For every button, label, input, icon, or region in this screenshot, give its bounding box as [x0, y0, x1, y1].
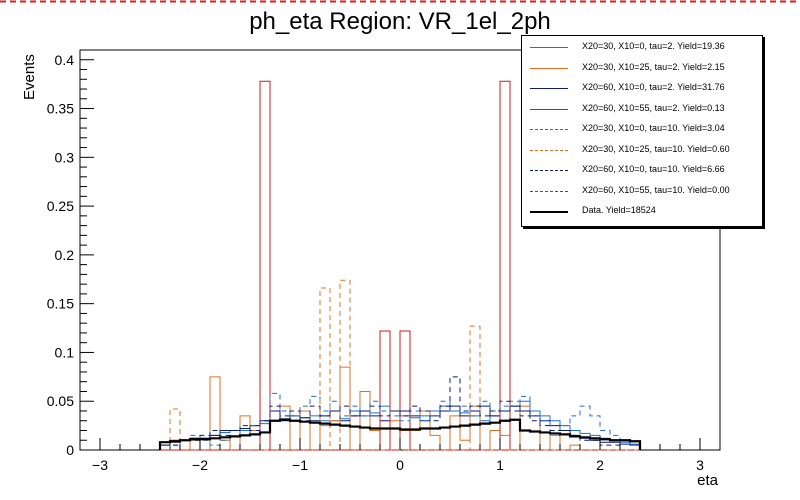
- x-axis-label: eta: [697, 472, 719, 489]
- legend-swatch: [530, 129, 568, 130]
- legend-swatch: [530, 108, 568, 110]
- legend-label: X20=60, X10=0, tau=2. Yield=31.76: [582, 82, 725, 92]
- y-tick-label: 0.3: [55, 149, 75, 165]
- legend-entry: X20=60, X10=55, tau=10. Yield=0.00: [522, 183, 762, 201]
- legend-label: X20=60, X10=55, tau=10. Yield=0.00: [582, 184, 730, 195]
- legend-swatch: [530, 149, 568, 151]
- x-tick-label: −3: [92, 457, 108, 473]
- axis-layer: −3 −2 −1 0 1 2 3 0 0.05 0.1 0.15 0.2 0.25 0.3 0.35 0.4: [47, 52, 721, 473]
- y-tick-label: 0.35: [47, 101, 74, 117]
- legend-label: X20=30, X10=25, tau=10. Yield=0.60: [582, 143, 730, 154]
- legend-swatch: [530, 88, 568, 89]
- legend-swatch: [530, 211, 568, 213]
- y-tick-label: 0.05: [47, 393, 74, 409]
- x-tick-label: 0: [396, 457, 404, 473]
- legend-entry: X20=30, X10=0, tau=10. Yield=3.04: [522, 121, 762, 139]
- x-tick-label: 2: [596, 457, 604, 473]
- x-tick-label: −1: [292, 457, 308, 473]
- y-tick-label: 0.1: [55, 344, 75, 360]
- y-tick-label: 0.2: [55, 247, 75, 263]
- legend-label: X20=30, X10=0, tau=10. Yield=3.04: [582, 123, 725, 133]
- legend-swatch: [530, 47, 568, 48]
- y-tick-label: 0: [66, 442, 74, 458]
- legend-entry: X20=60, X10=0, tau=2. Yield=31.76: [522, 80, 762, 98]
- legend-entry: Data. Yield=18524: [522, 203, 762, 221]
- series-5-histogram: [160, 392, 641, 451]
- legend-entry: X20=60, X10=55, tau=2. Yield=0.13: [522, 101, 762, 119]
- y-axis-label: Events: [21, 54, 38, 100]
- legend: X20=30, X10=0, tau=2. Yield=19.36 X20=30,…: [521, 35, 763, 227]
- y-tick-label: 0.4: [55, 52, 75, 68]
- y-tick-label: 0.25: [47, 198, 74, 214]
- chart-title: ph_eta Region: VR_1el_2ph: [249, 8, 551, 35]
- legend-swatch: [530, 190, 568, 192]
- x-tick-label: −2: [192, 457, 208, 473]
- legend-swatch: [530, 170, 568, 171]
- top-frame-dashed-border: [0, 0, 800, 3]
- series-9-histogram: [158, 418, 642, 450]
- legend-label: X20=60, X10=55, tau=2. Yield=0.13: [582, 102, 725, 113]
- legend-entry: X20=30, X10=0, tau=2. Yield=19.36: [522, 39, 762, 57]
- legend-entry: X20=30, X10=25, tau=2. Yield=2.15: [522, 60, 762, 78]
- legend-label: X20=30, X10=25, tau=2. Yield=2.15: [582, 61, 725, 72]
- legend-entry: X20=30, X10=25, tau=10. Yield=0.60: [522, 142, 762, 160]
- legend-swatch: [530, 67, 568, 69]
- legend-label: X20=60, X10=0, tau=10. Yield=6.66: [582, 164, 725, 174]
- series-7-histogram: [160, 376, 640, 451]
- legend-label: X20=30, X10=0, tau=2. Yield=19.36: [582, 41, 725, 51]
- x-tick-label: 3: [696, 457, 704, 473]
- legend-label: Data. Yield=18524: [582, 205, 656, 215]
- x-tick-label: 1: [496, 457, 504, 473]
- y-tick-label: 0.15: [47, 296, 74, 312]
- legend-entry: X20=60, X10=0, tau=10. Yield=6.66: [522, 162, 762, 180]
